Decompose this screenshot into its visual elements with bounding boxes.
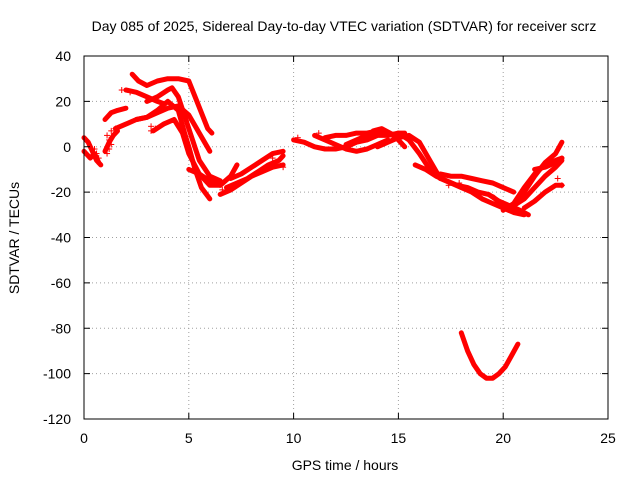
y-axis-label: SDTVAR / TECUs [6, 182, 22, 294]
data-point-marker [108, 141, 115, 148]
data-series-sat-m [224, 153, 286, 191]
y-tick-label: -60 [51, 275, 71, 291]
y-tick-label: 20 [55, 93, 71, 109]
axes: 0 5 10 15 20 25 -120 -100 -80 -60 -40 -20 0 20 40 [43, 48, 616, 446]
data-point-marker [106, 136, 113, 143]
data-point-marker [294, 134, 301, 141]
data-series-sat-h [144, 85, 223, 184]
data-point-marker [445, 182, 452, 189]
y-tick-label: 40 [55, 48, 71, 64]
data-point-marker [104, 132, 111, 139]
data-series-sat-i [133, 98, 213, 202]
y-tick-label: -20 [51, 184, 71, 200]
data-point-marker [280, 164, 287, 171]
data-point-marker [95, 155, 102, 162]
data-point-marker [112, 125, 119, 132]
data-series-sat-c [102, 128, 120, 154]
data-series-sat-j [150, 117, 240, 188]
x-tick-label: 5 [185, 430, 193, 446]
data-point-marker [118, 87, 125, 94]
data-point-marker [456, 180, 463, 187]
x-tick-label: 25 [600, 430, 616, 446]
data-point-marker [104, 150, 111, 157]
y-tick-label: -100 [43, 366, 71, 382]
data-series-sat-s [370, 126, 408, 150]
x-tick-label: 15 [391, 430, 407, 446]
data-series-sat-ab [521, 182, 565, 211]
data-series-sat-n [228, 148, 286, 181]
data-point-marker [127, 89, 134, 96]
data-point-marker [152, 125, 159, 132]
data-series-sat-y [490, 157, 565, 209]
data-point-marker [148, 127, 155, 134]
x-tick-label: 0 [80, 430, 88, 446]
y-tick-label: 0 [63, 139, 71, 155]
data-point-marker [213, 177, 220, 184]
y-tick-label: -120 [43, 411, 71, 427]
x-tick-label: 20 [495, 430, 511, 446]
data-point-marker [269, 155, 276, 162]
data-series-sat-f [123, 87, 167, 107]
data-point-marker [227, 184, 234, 191]
data-point-marker [108, 127, 115, 134]
data-point-marker [91, 146, 98, 153]
x-axis-label: GPS time / hours [292, 457, 399, 473]
data-series-sat-w [437, 171, 517, 195]
data-series-sat-e [112, 103, 213, 154]
data-series-sat-d [102, 105, 129, 122]
data-series [81, 71, 565, 381]
data-point-marker [106, 146, 113, 153]
data-series-sat-ac [532, 155, 565, 172]
data-point-marker [93, 150, 100, 157]
data-series-sat-g [129, 71, 215, 136]
data-point-marker [558, 182, 565, 189]
data-series-sat-r [343, 130, 380, 147]
data-point-marker [554, 175, 561, 182]
y-tick-label: -80 [51, 320, 71, 336]
x-tick-label: 10 [286, 430, 302, 446]
data-series-sat-x [458, 330, 521, 381]
data-series-sat-k [186, 166, 223, 188]
chart-title: Day 085 of 2025, Sidereal Day-to-day VTE… [92, 18, 597, 34]
plot-frame [83, 55, 609, 420]
y-tick-label: -40 [51, 230, 71, 246]
data-series-sat-t [374, 132, 443, 181]
data-point-marker [219, 186, 226, 193]
data-point-marker [315, 130, 322, 137]
